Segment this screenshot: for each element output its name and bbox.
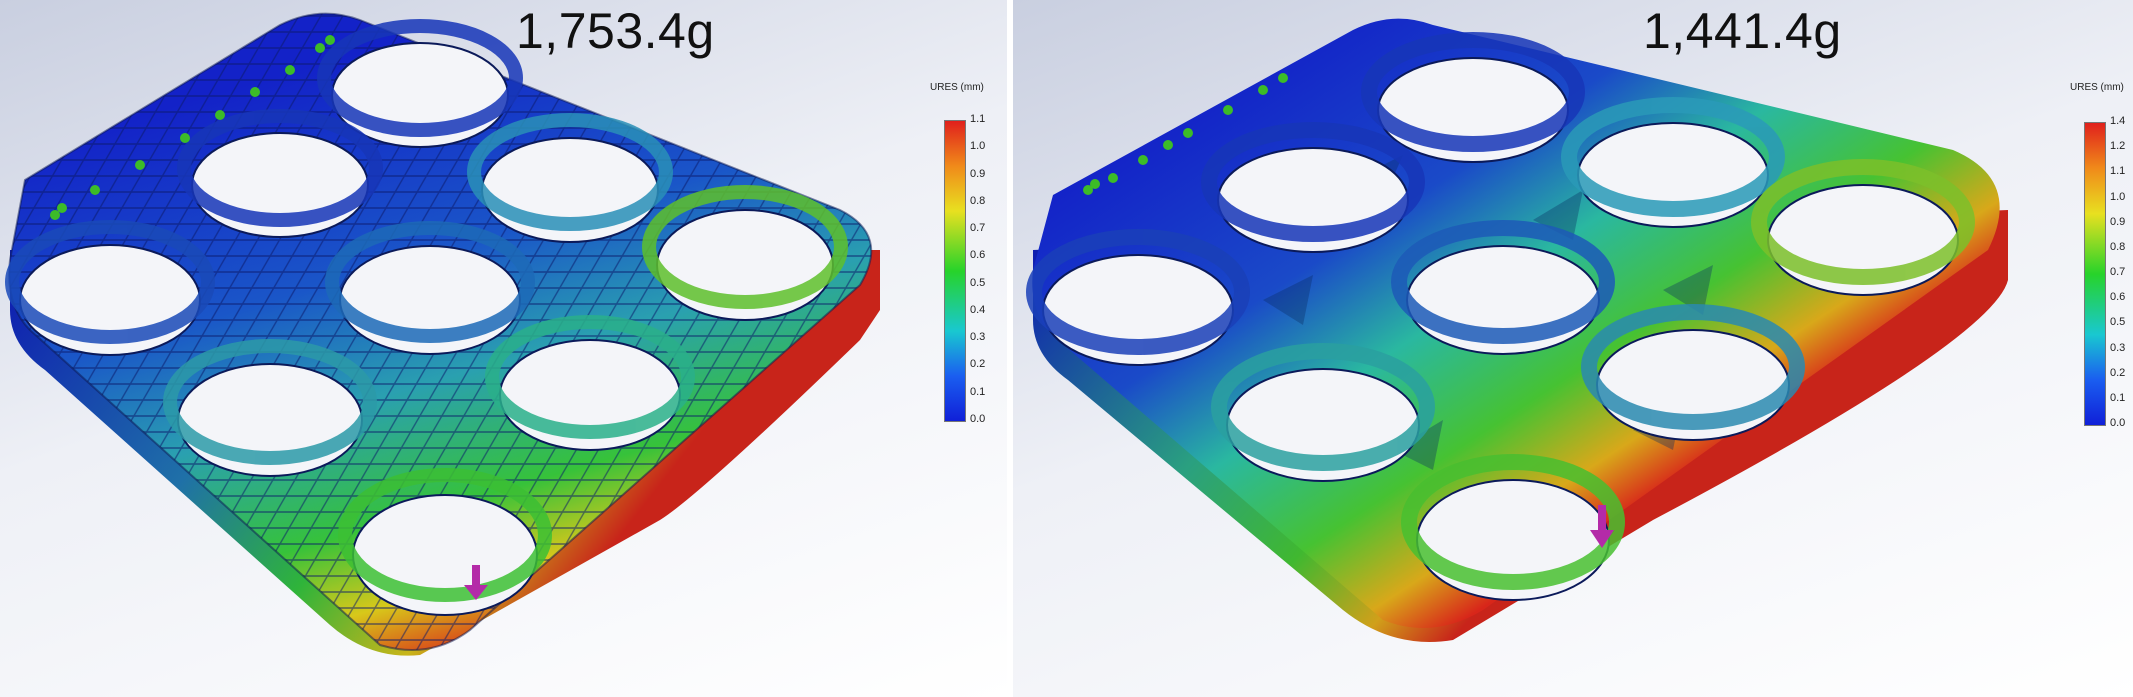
legend-tick-label: 0.5: [970, 276, 986, 289]
legend-tick-label: 0.4: [970, 303, 986, 316]
legend-tick-label: 1.2: [2110, 140, 2126, 153]
legend-tick-label: 0.3: [970, 331, 986, 344]
legend-tick-label: 0.9: [970, 167, 986, 180]
weight-label: 1,753.4g: [516, 3, 715, 59]
panel-divider: [1007, 0, 1013, 697]
legend-tick-label: 0.6: [2110, 291, 2126, 304]
legend-title: URES (mm): [930, 82, 984, 93]
left-panel: 1,753.4g URES (mm) 1.1 1.0 0.9 0.8 0.7 0.6 0.5…: [0, 0, 1007, 697]
legend-tick-label: 0.8: [2110, 240, 2126, 253]
load-arrow: [464, 565, 488, 600]
legend-tick-label: 0.1: [2110, 391, 2126, 404]
displacement-legend: URES (mm) 1.1 1.0 0.9 0.8 0.7 0.6 0.5 0.4 0.3 0.2…: [930, 82, 1000, 425]
tray-model-optimized: [1026, 18, 2008, 642]
legend-tick-label: 0.6: [970, 249, 986, 262]
legend-tick-label: 1.0: [2110, 190, 2126, 203]
legend-color-bar: [944, 120, 966, 422]
fixture-markers: [50, 35, 335, 220]
legend-tick-label: 0.9: [2110, 215, 2126, 228]
legend-tick-label: 1.0: [970, 140, 986, 153]
legend-tick-label: 0.1: [970, 385, 986, 398]
legend-tick-label: 0.2: [970, 358, 986, 371]
tray-model-dense: [5, 12, 880, 656]
legend-tick-label: 0.7: [970, 222, 986, 235]
legend-tick-label: 0.5: [2110, 316, 2126, 329]
legend-tick-label: 1.4: [2110, 115, 2126, 127]
legend-title: URES (mm): [2070, 82, 2124, 93]
load-arrow: [1590, 505, 1614, 548]
legend-tick-label: 1.1: [2110, 165, 2126, 178]
legend-color-bar: [2084, 122, 2106, 426]
legend-tick-label: 0.8: [970, 194, 986, 207]
legend-tick-label: 0.2: [2110, 366, 2126, 379]
fixture-markers: [1083, 73, 1288, 195]
displacement-legend: URES (mm) 1.4 1.2 1.1 1.0 0.9 0.8 0.7 0.6 0.5 0.3…: [2070, 82, 2130, 429]
weight-label: 1,441.4g: [1643, 3, 1842, 59]
legend-tick-label: 0.0: [970, 413, 986, 425]
legend-tick-label: 0.3: [2110, 341, 2126, 354]
legend-tick-label: 0.7: [2110, 266, 2126, 278]
right-panel: 1,441.4g URES (mm) 1.4 1.2 1.1 1.0 0.9 0.8 0.7…: [1013, 0, 2133, 697]
legend-tick-label: 0.0: [2110, 417, 2126, 429]
legend-tick-label: 1.1: [970, 113, 986, 125]
